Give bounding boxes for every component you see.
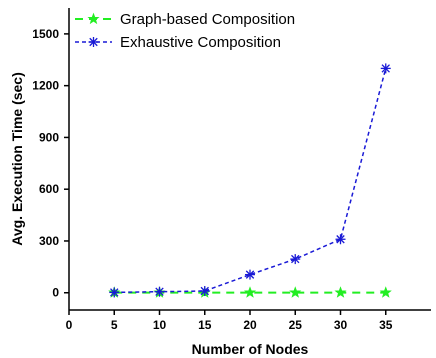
x-axis-title: Number of Nodes bbox=[192, 341, 309, 357]
x-tick-label: 25 bbox=[289, 318, 303, 332]
x-tick-label: 10 bbox=[153, 318, 167, 332]
data-point bbox=[245, 269, 255, 280]
legend-marker bbox=[88, 37, 99, 47]
x-tick-label: 20 bbox=[243, 318, 257, 332]
data-point bbox=[334, 286, 347, 298]
y-tick-label: 1500 bbox=[32, 27, 59, 41]
series-exhaustive-composition bbox=[109, 63, 391, 298]
data-point bbox=[335, 234, 346, 245]
data-point bbox=[289, 286, 302, 298]
x-tick-label: 30 bbox=[334, 318, 348, 332]
legend-item: Exhaustive Composition bbox=[75, 34, 281, 51]
x-ticks: 0 5 10 15 20 25 30 35 bbox=[66, 310, 393, 332]
data-point bbox=[199, 286, 210, 297]
x-tick-label: 15 bbox=[198, 318, 212, 332]
legend-item: Graph-based Composition bbox=[75, 11, 295, 28]
y-tick-label: 0 bbox=[52, 286, 59, 300]
data-point bbox=[109, 287, 120, 298]
x-tick-label: 35 bbox=[379, 318, 393, 332]
y-tick-label: 300 bbox=[39, 234, 59, 248]
data-point bbox=[379, 286, 392, 298]
legend-label: Exhaustive Composition bbox=[120, 34, 281, 51]
legend-label: Graph-based Composition bbox=[120, 11, 295, 28]
x-tick-label: 0 bbox=[66, 318, 73, 332]
y-axis-title: Avg. Execution Time (sec) bbox=[9, 72, 25, 246]
series-line-exhaustive-composition bbox=[114, 68, 387, 294]
y-ticks: 0 300 600 900 1200 1500 bbox=[32, 27, 69, 300]
y-tick-label: 1200 bbox=[32, 79, 59, 93]
legend-marker bbox=[87, 12, 100, 25]
data-point bbox=[243, 286, 257, 298]
y-tick-label: 900 bbox=[39, 130, 59, 144]
legend: Graph-based Composition Exhaustive Compos… bbox=[75, 11, 295, 51]
series-layer bbox=[108, 63, 392, 298]
data-point bbox=[154, 286, 165, 297]
y-tick-label: 600 bbox=[39, 182, 59, 196]
x-tick-label: 5 bbox=[111, 318, 118, 332]
data-point bbox=[290, 254, 301, 265]
data-point bbox=[380, 63, 391, 74]
